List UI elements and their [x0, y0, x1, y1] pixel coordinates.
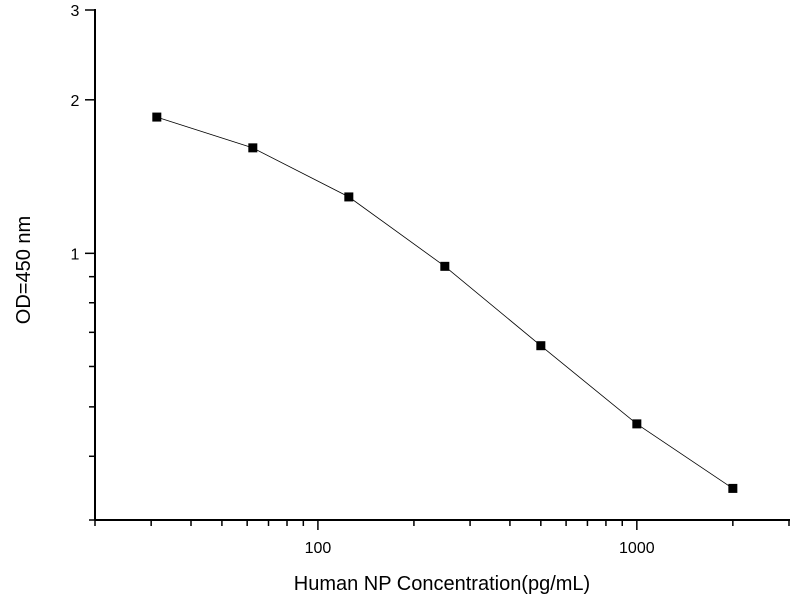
- y-tick-label: 1: [71, 246, 80, 263]
- data-point: [344, 192, 354, 202]
- y-tick-label: 3: [71, 3, 80, 20]
- y-tick-label: 2: [71, 93, 80, 110]
- x-tick-label: 100: [305, 540, 332, 557]
- data-point: [536, 341, 546, 351]
- series: [152, 112, 738, 493]
- data-point: [632, 419, 642, 429]
- x-tick-label: 1000: [619, 540, 655, 557]
- axes: 100 1000 1 2 3: [71, 3, 790, 557]
- data-point: [728, 483, 738, 493]
- data-point: [152, 112, 162, 122]
- data-point: [440, 261, 450, 271]
- data-point: [248, 143, 258, 153]
- y-axis-title: OD=450 nm: [13, 216, 35, 324]
- series-line: [156, 116, 734, 489]
- x-axis-title: Human NP Concentration(pg/mL): [294, 573, 590, 595]
